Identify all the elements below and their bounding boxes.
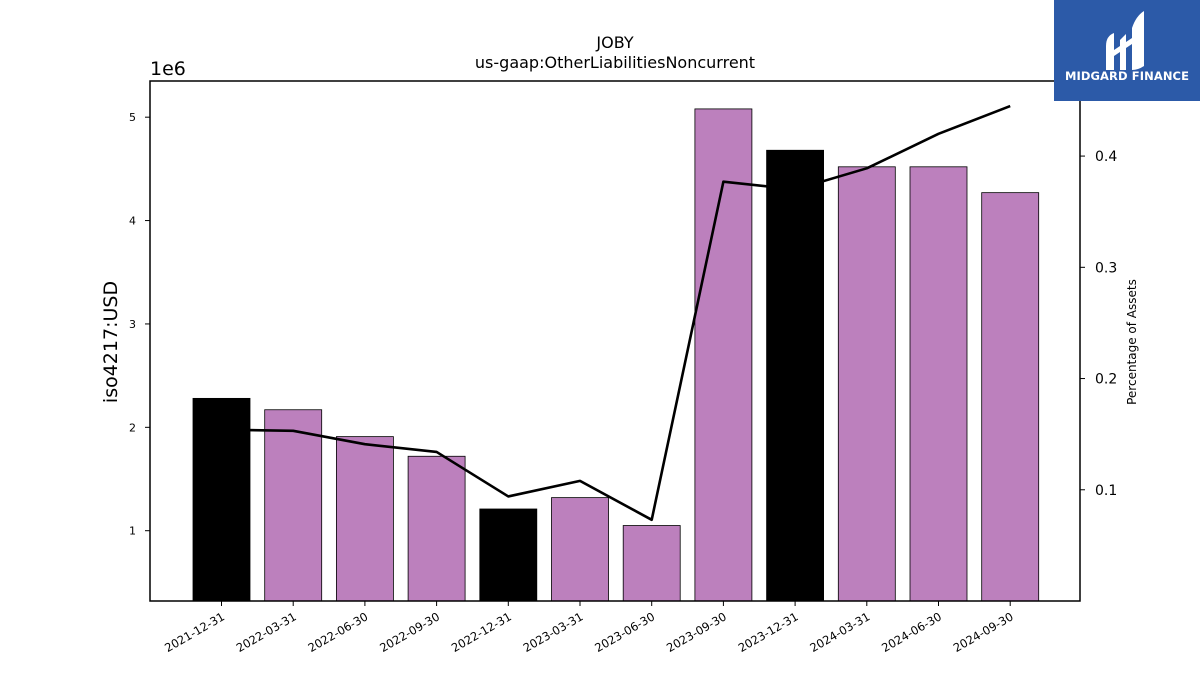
y2-tick-label: 0.2 bbox=[1095, 372, 1117, 388]
bar bbox=[335, 436, 394, 602]
logo-mark-icon bbox=[1106, 11, 1144, 70]
bar bbox=[407, 455, 466, 602]
y2-tick-label: 0.1 bbox=[1095, 483, 1117, 499]
y-tick-label: 5 bbox=[129, 111, 136, 124]
bar bbox=[622, 525, 681, 602]
bars bbox=[192, 108, 1040, 602]
y-axis-label: iso4217:USD bbox=[100, 281, 122, 403]
y-tick-label: 4 bbox=[129, 215, 136, 228]
chart-title: JOBY bbox=[595, 33, 633, 52]
x-tick-label: 2024-03-31 bbox=[807, 609, 872, 655]
bar bbox=[479, 508, 538, 602]
y2-tick-label: 0.4 bbox=[1095, 149, 1117, 165]
logo-text: MIDGARD FINANCE bbox=[1064, 69, 1190, 83]
bar bbox=[981, 192, 1040, 602]
x-tick-label: 2024-06-30 bbox=[879, 609, 944, 655]
x-tick-label: 2023-06-30 bbox=[592, 609, 657, 655]
bar bbox=[192, 397, 251, 602]
x-tick-label: 2023-03-31 bbox=[521, 609, 586, 655]
x-tick-label: 2024-09-30 bbox=[951, 609, 1016, 655]
y-tick-label: 3 bbox=[129, 318, 136, 331]
x-tick-label: 2022-03-31 bbox=[234, 609, 299, 655]
plot-frame bbox=[149, 80, 1081, 602]
y2-axis-label: Percentage of Assets bbox=[1125, 279, 1139, 405]
y-tick-label: 1 bbox=[129, 525, 136, 538]
bar bbox=[909, 166, 968, 602]
x-tick-label: 2023-09-30 bbox=[664, 609, 729, 655]
x-tick-label: 2023-12-31 bbox=[736, 609, 801, 655]
x-tick-label: 2022-09-30 bbox=[377, 609, 442, 655]
x-tick-label: 2022-06-30 bbox=[306, 609, 371, 655]
percentage-line-path bbox=[221, 104, 1011, 522]
bar bbox=[694, 108, 753, 602]
bar bbox=[551, 497, 609, 602]
bar bbox=[766, 149, 824, 602]
bar bbox=[264, 409, 323, 602]
x-tick-label: 2021-12-31 bbox=[162, 609, 227, 655]
y-tick-label: 2 bbox=[129, 421, 136, 434]
percentage-line bbox=[221, 104, 1011, 522]
chart-subtitle: us-gaap:OtherLiabilitiesNoncurrent bbox=[475, 53, 755, 72]
y-offset-label: 1e6 bbox=[150, 58, 186, 80]
midgard-finance-logo: MIDGARD FINANCE bbox=[1054, 0, 1200, 101]
y2-tick-label: 0.3 bbox=[1095, 260, 1117, 276]
bar bbox=[837, 166, 896, 602]
x-tick-label: 2022-12-31 bbox=[449, 609, 514, 655]
